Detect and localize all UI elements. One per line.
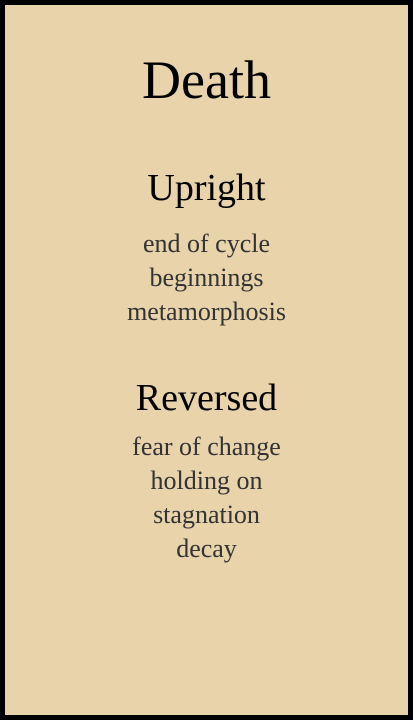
reversed-heading: Reversed [135,377,278,419]
card-title: Death [142,50,271,110]
upright-keyword: metamorphosis [127,297,286,326]
reversed-keyword-list: fear of change holding on stagnation dec… [5,430,408,566]
reversed-keyword: holding on [150,466,263,495]
upright-heading: Upright [147,167,266,209]
upright-keyword: beginnings [149,263,264,292]
upright-keyword: end of cycle [142,229,271,258]
reversed-keyword: fear of change [132,432,281,461]
reversed-keyword: decay [176,534,237,563]
upright-keyword-list: end of cycle beginnings metamorphosis [5,227,408,329]
reversed-keyword: stagnation [153,500,260,529]
